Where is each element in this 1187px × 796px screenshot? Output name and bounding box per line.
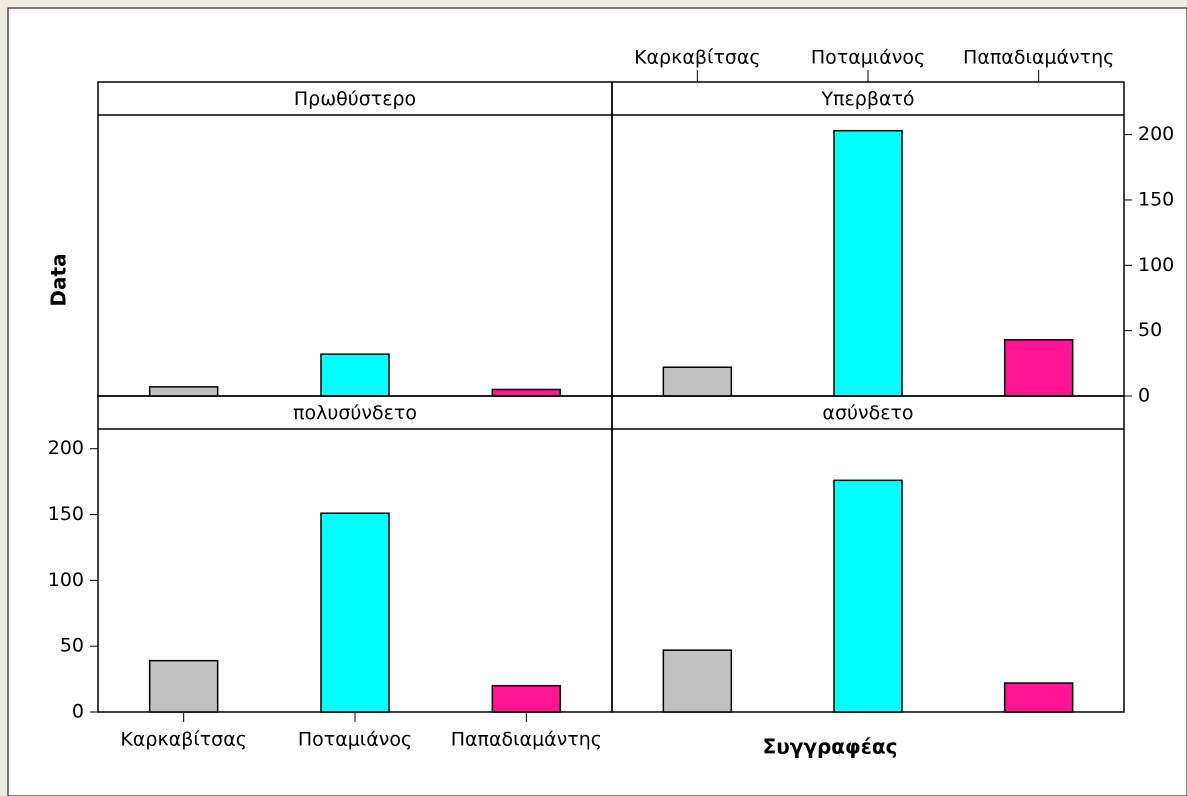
x-tick-label: Ποταμιάνος — [811, 47, 925, 69]
bar — [148, 386, 219, 397]
x-tick-label: Καρκαβίτσας — [120, 729, 246, 751]
bar — [662, 649, 733, 713]
x-axis-label: Συγγραφέας — [763, 735, 898, 759]
panel-title: πολυσύνδετο — [293, 402, 417, 424]
x-tick-label: Καρκαβίτσας — [634, 47, 760, 69]
bar — [662, 366, 733, 397]
y-tick-label: 150 — [48, 503, 84, 525]
bar — [320, 353, 390, 397]
y-tick-label: 200 — [48, 437, 84, 459]
y-tick-label: 150 — [1138, 188, 1174, 210]
y-tick-label: 100 — [1138, 254, 1174, 276]
y-tick-label: 0 — [72, 701, 84, 723]
bar — [491, 684, 562, 713]
panel-title: ασύνδετο — [822, 402, 913, 424]
x-tick-label: Παπαδιαμάντης — [451, 729, 602, 751]
y-tick-label: 100 — [48, 569, 84, 591]
bar — [148, 659, 219, 713]
bar — [1003, 339, 1074, 397]
bar — [833, 129, 903, 397]
bar — [1003, 682, 1074, 713]
y-tick-label: 50 — [60, 635, 84, 657]
y-tick-label: 0 — [1138, 385, 1150, 407]
y-axis-label: Data — [47, 253, 71, 306]
x-tick-label: Ποταμιάνος — [298, 729, 412, 751]
panel-title: Υπερβατό — [820, 88, 914, 110]
bar — [833, 479, 903, 713]
panel-title: Πρωθύστερο — [294, 88, 416, 110]
y-tick-label: 50 — [1138, 319, 1162, 341]
bar — [491, 388, 562, 397]
bar — [320, 512, 390, 713]
x-tick-label: Παπαδιαμάντης — [963, 47, 1114, 69]
y-tick-label: 200 — [1138, 123, 1174, 145]
